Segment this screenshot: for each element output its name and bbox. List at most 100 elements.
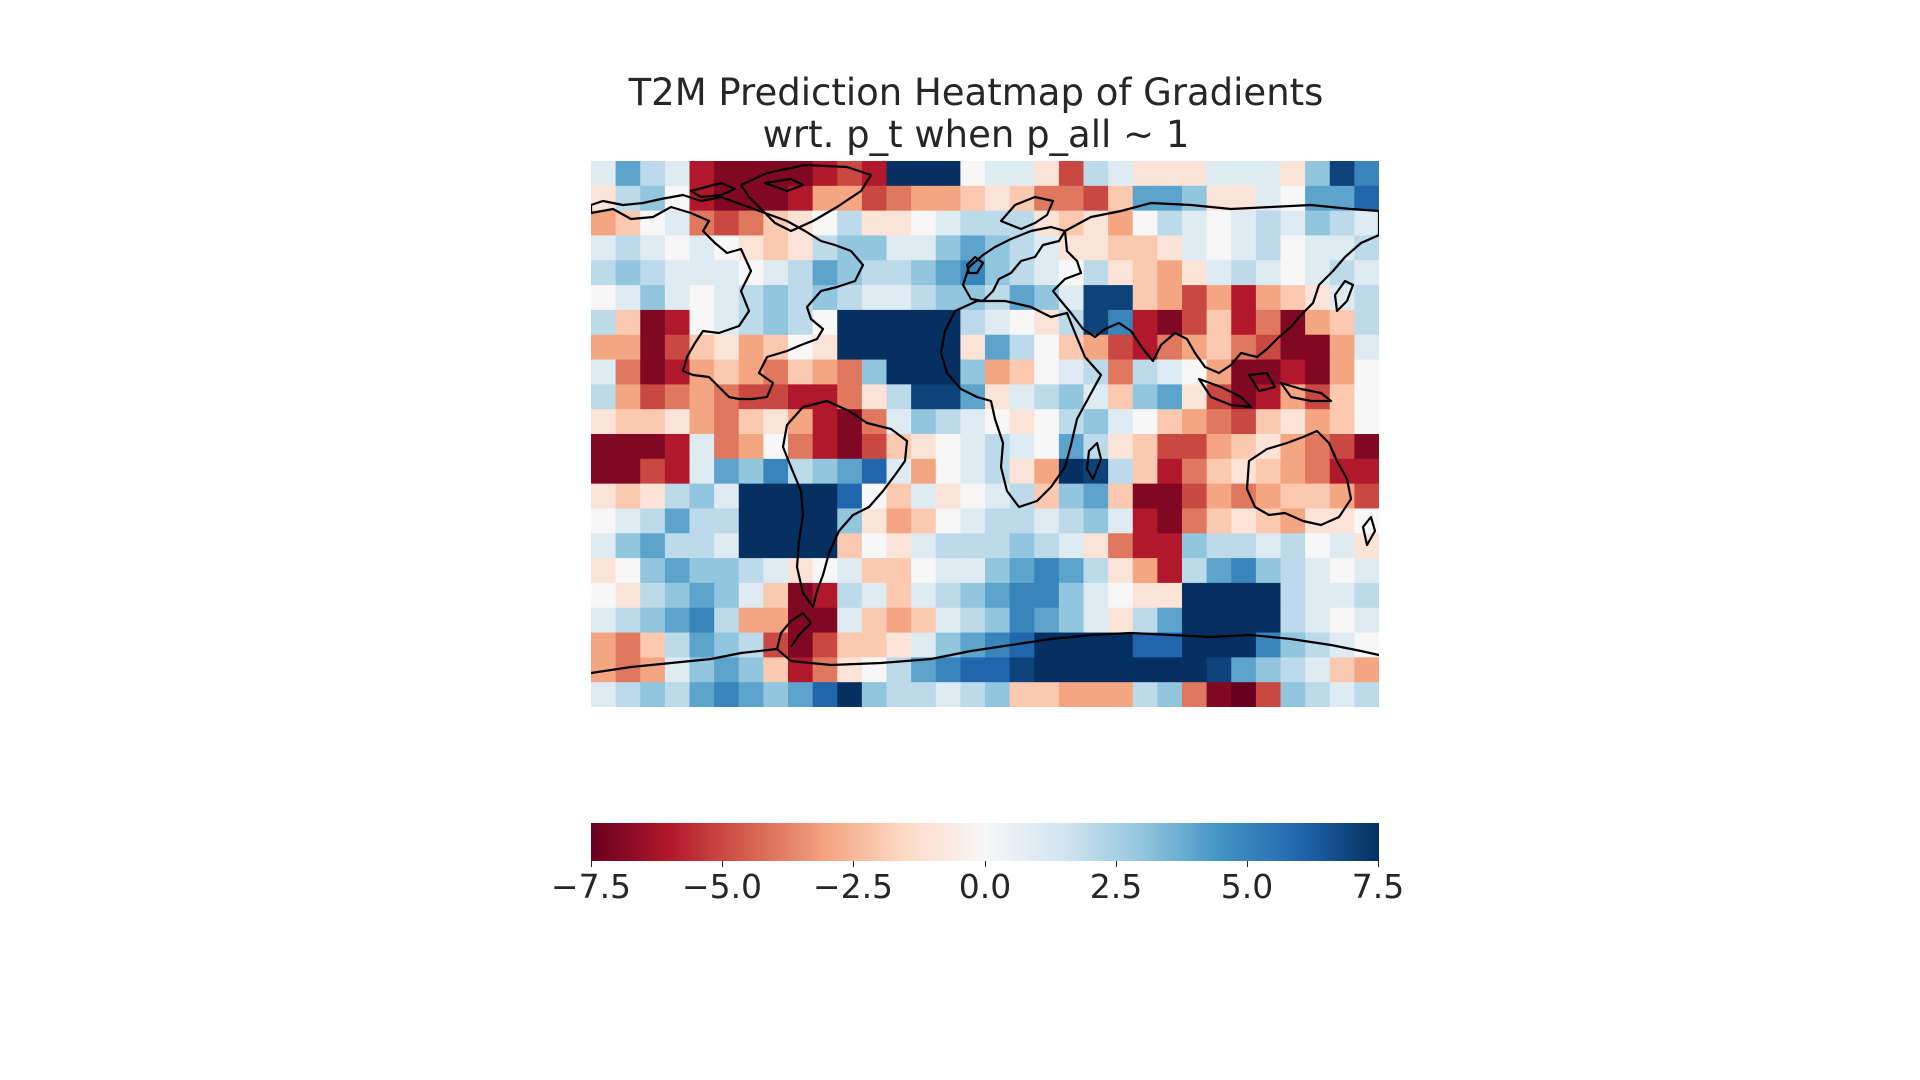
heatmap-cell: [861, 607, 888, 634]
heatmap-cell: [837, 210, 863, 237]
heatmap-cell: [1034, 434, 1060, 460]
heatmap-cell: [1058, 285, 1085, 311]
heatmap-cell: [1009, 558, 1035, 584]
heatmap-cell: [886, 359, 912, 385]
heatmap-cell: [738, 483, 764, 510]
heatmap-cell: [640, 582, 666, 609]
heatmap-cell: [763, 533, 789, 559]
heatmap-cell: [615, 260, 641, 286]
heatmap-cell: [960, 384, 986, 410]
heatmap-cell: [591, 434, 617, 460]
heatmap-cell: [1083, 285, 1109, 311]
heatmap-cell: [1354, 682, 1379, 707]
heatmap-cell: [1280, 409, 1306, 435]
coastline-greenland: [739, 163, 873, 233]
heatmap-cell: [1182, 558, 1208, 584]
heatmap-cell: [1231, 607, 1257, 634]
heatmap-cell: [1058, 384, 1085, 410]
heatmap-cell: [1132, 657, 1158, 683]
colorbar-tick-label: −5.0: [681, 867, 763, 906]
heatmap-cell: [861, 582, 888, 609]
heatmap-cell: [1132, 582, 1158, 609]
heatmap-cell: [640, 508, 666, 534]
heatmap-cell: [689, 161, 715, 187]
heatmap-cell: [812, 607, 838, 634]
heatmap-cell: [837, 384, 863, 410]
heatmap-cell: [738, 682, 764, 707]
heatmap-cell: [935, 657, 961, 683]
heatmap-cell: [960, 483, 986, 510]
heatmap-cell: [1157, 409, 1183, 435]
heatmap-cell: [861, 483, 888, 510]
heatmap-cell: [615, 285, 641, 311]
heatmap-cell: [985, 285, 1011, 311]
heatmap-cell: [1255, 409, 1282, 435]
heatmap-cell: [1157, 359, 1183, 385]
heatmap-cell: [1108, 210, 1134, 237]
heatmap-cell: [1329, 260, 1355, 286]
coastline-japan: [1333, 279, 1355, 313]
heatmap-cell: [1280, 359, 1306, 385]
heatmap-cell: [1280, 285, 1306, 311]
heatmap-cell: [911, 533, 937, 559]
heatmap-cell: [591, 260, 617, 286]
heatmap-cell: [1255, 161, 1282, 187]
heatmap-cell: [615, 359, 641, 385]
heatmap-cell: [861, 632, 888, 658]
heatmap-cell: [640, 309, 666, 336]
heatmap-cell: [1157, 682, 1183, 707]
heatmap-cell: [689, 434, 715, 460]
heatmap-cell: [1132, 409, 1158, 435]
heatmap-cell: [763, 235, 789, 261]
heatmap-cell: [664, 210, 691, 237]
heatmap-cell: [1206, 161, 1232, 187]
heatmap-cell: [1354, 434, 1379, 460]
heatmap-cell: [1354, 384, 1379, 410]
coastline-arctic-islands: [689, 177, 805, 199]
heatmap-cell: [763, 285, 789, 311]
heatmap-cell: [615, 582, 641, 609]
heatmap-cell: [886, 260, 912, 286]
heatmap-cell: [714, 434, 740, 460]
heatmap-cell: [714, 359, 740, 385]
heatmap-cell: [1231, 235, 1257, 261]
heatmap-cell: [714, 682, 740, 707]
heatmap-cell: [812, 434, 838, 460]
heatmap-cell: [591, 558, 617, 584]
heatmap-cell: [615, 458, 641, 485]
coastline-north-america: [591, 193, 865, 401]
heatmap-cell: [640, 607, 666, 634]
heatmap-cell: [985, 682, 1011, 707]
heatmap-cell: [935, 185, 961, 212]
heatmap-cell: [861, 260, 888, 286]
heatmap-cell: [1280, 210, 1306, 237]
heatmap-cell: [1009, 607, 1035, 634]
heatmap-cell: [1354, 483, 1379, 510]
heatmap-cell: [1255, 309, 1282, 336]
colorbar-tick-mark: [591, 861, 592, 867]
heatmap-cell: [861, 657, 888, 683]
heatmap-cell: [812, 508, 838, 534]
heatmap-cell: [591, 334, 617, 361]
heatmap-cell: [1034, 632, 1060, 658]
heatmap-cell: [738, 235, 764, 261]
heatmap-cell: [1231, 508, 1257, 534]
heatmap-cell: [664, 582, 691, 609]
heatmap-cell: [640, 632, 666, 658]
heatmap-cell: [788, 682, 814, 707]
heatmap-cell: [886, 632, 912, 658]
heatmap-cell: [1083, 260, 1109, 286]
heatmap-cell: [1009, 210, 1035, 237]
heatmap-cell: [1034, 682, 1060, 707]
colorbar-tick-label: 2.5: [1089, 867, 1143, 906]
colorbar-tick-label: 5.0: [1220, 867, 1274, 906]
heatmap-cell: [1231, 285, 1257, 311]
heatmap-cell: [1280, 235, 1306, 261]
heatmap-cell: [1034, 508, 1060, 534]
colorbar-tick-mark: [853, 861, 854, 867]
heatmap-cell: [738, 657, 764, 683]
heatmap-cell: [738, 260, 764, 286]
heatmap-cell: [640, 483, 666, 510]
heatmap-cell: [1182, 657, 1208, 683]
heatmap-cell: [861, 210, 888, 237]
